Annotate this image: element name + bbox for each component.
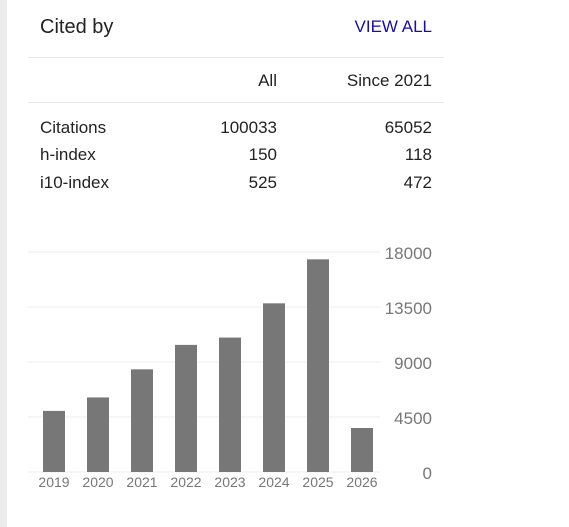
panel-header: Cited by VIEW ALL bbox=[28, 0, 444, 57]
x-tick-label: 2020 bbox=[82, 474, 113, 490]
bar-2026[interactable] bbox=[351, 428, 373, 472]
row-label[interactable]: h-index bbox=[40, 145, 96, 164]
cited-by-panel: Cited by VIEW ALL All Since 2021 Citatio… bbox=[28, 0, 444, 527]
y-tick-label: 9000 bbox=[394, 354, 432, 373]
view-all-link[interactable]: VIEW ALL bbox=[354, 17, 432, 36]
y-tick-label: 4500 bbox=[394, 409, 432, 428]
table-row-i10-index: i10-index 525 472 bbox=[28, 173, 444, 200]
row-value-since: 472 bbox=[403, 173, 432, 192]
x-tick-label: 2024 bbox=[258, 474, 289, 490]
column-header-all: All bbox=[258, 71, 277, 90]
y-tick-label: 13500 bbox=[385, 299, 432, 318]
bar-2022[interactable] bbox=[175, 344, 197, 472]
bar-2025[interactable] bbox=[307, 259, 329, 472]
x-tick-label: 2022 bbox=[170, 474, 201, 490]
divider bbox=[28, 102, 444, 103]
column-header-since: Since 2021 bbox=[346, 71, 432, 90]
panel-title: Cited by bbox=[40, 16, 114, 38]
bar-2020[interactable] bbox=[87, 397, 109, 472]
x-tick-label: 2026 bbox=[346, 474, 377, 490]
x-tick-label: 2019 bbox=[38, 474, 69, 490]
bar-2021[interactable] bbox=[131, 369, 153, 472]
x-tick-label: 2025 bbox=[302, 474, 333, 490]
y-tick-label: 18000 bbox=[385, 244, 432, 263]
bar-2024[interactable] bbox=[263, 303, 285, 472]
y-tick-label: 0 bbox=[423, 464, 432, 483]
divider bbox=[28, 57, 444, 58]
row-label[interactable]: Citations bbox=[40, 118, 107, 137]
x-tick-label: 2023 bbox=[214, 474, 245, 490]
row-value-since: 65052 bbox=[384, 118, 432, 137]
left-edge-border bbox=[0, 0, 7, 527]
bar-2019[interactable] bbox=[43, 410, 65, 472]
row-value-all: 100033 bbox=[220, 118, 277, 137]
citations-bar-chart: 2019 2020 2021 2022 2023 2024 2025 2026 0 4500 90… bbox=[28, 244, 432, 490]
table-row-h-index: h-index 150 118 bbox=[28, 145, 444, 172]
row-label[interactable]: i10-index bbox=[40, 173, 109, 192]
row-value-all: 525 bbox=[248, 173, 277, 192]
bar-2023[interactable] bbox=[219, 337, 241, 472]
row-value-all: 150 bbox=[248, 145, 277, 164]
table-row-citations: Citations 100033 65052 bbox=[28, 118, 444, 145]
x-tick-label: 2021 bbox=[126, 474, 157, 490]
row-value-since: 118 bbox=[404, 145, 432, 164]
